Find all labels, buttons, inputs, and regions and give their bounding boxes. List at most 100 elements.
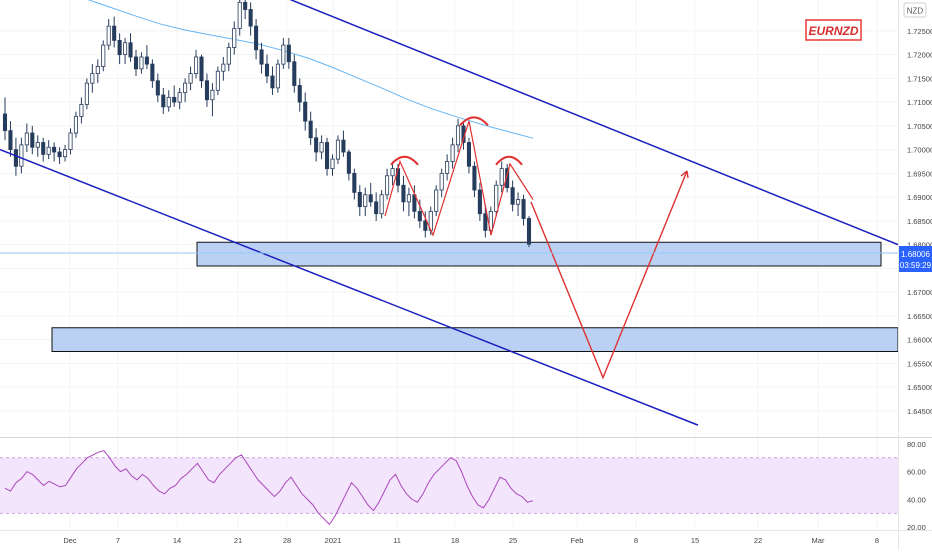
- candle-body: [472, 165, 477, 191]
- candle-body: [8, 130, 13, 151]
- price-tick-label: 1.68000: [907, 241, 932, 250]
- candle-body: [150, 63, 155, 82]
- last-price-value: 1.68006: [901, 250, 930, 259]
- candle-body: [445, 161, 450, 174]
- price-tick-label: 1.70500: [907, 122, 932, 131]
- candle-body: [79, 104, 84, 117]
- pattern-cap: [390, 155, 419, 166]
- candle-body: [368, 194, 373, 203]
- rsi-tick-label: 60.00: [907, 468, 926, 477]
- candle-body: [243, 1, 248, 10]
- candle-body: [63, 149, 68, 158]
- time-tick-label: 7: [116, 536, 120, 545]
- candle-body: [483, 213, 488, 231]
- candle-body: [30, 132, 35, 148]
- price-tick-label: 1.66500: [907, 312, 932, 321]
- time-tick-label: 15: [691, 536, 699, 545]
- candle-body: [526, 218, 532, 245]
- rsi-line: [4, 450, 534, 526]
- time-tick-label: 22: [754, 536, 762, 545]
- time-tick-label: 28: [283, 536, 291, 545]
- candle-body: [357, 191, 362, 208]
- candle-body: [374, 201, 379, 215]
- rsi-tick-label: 20.00: [907, 523, 926, 532]
- candle-body: [434, 189, 439, 212]
- pattern-zigzag: [384, 120, 534, 237]
- price-tick-label: 1.70000: [907, 146, 932, 155]
- candle-body: [379, 194, 384, 215]
- rsi-tick-label: 80.00: [907, 440, 926, 449]
- candle-body: [237, 1, 242, 29]
- projection-line: [530, 170, 688, 380]
- candle-body: [259, 49, 264, 65]
- candle-body: [281, 44, 286, 65]
- price-tick-label: 1.65000: [907, 383, 932, 392]
- candle-body: [177, 92, 182, 103]
- candle-body: [221, 63, 226, 72]
- candle-body: [139, 56, 144, 70]
- last-price-tag: 1.68006 03:59:29: [899, 246, 932, 272]
- price-tick-label: 1.69500: [907, 169, 932, 178]
- symbol-badge: EURNZD: [805, 19, 862, 41]
- candle-body: [2, 113, 8, 132]
- channel-lower-line: [0, 148, 699, 426]
- time-tick-label: 21: [234, 536, 242, 545]
- time-tick-label: 8: [875, 536, 879, 545]
- pattern-cap: [495, 155, 523, 166]
- price-tick-label: 1.72000: [907, 51, 932, 60]
- candle-body: [516, 199, 521, 205]
- support-zones: [51, 241, 899, 352]
- price-tick-label: 1.66000: [907, 336, 932, 345]
- candle-body: [401, 184, 406, 203]
- moving-average: [87, 0, 534, 139]
- moving-average-line: [87, 0, 534, 139]
- candle-body: [456, 125, 461, 146]
- candle-body: [226, 47, 231, 65]
- candle-body: [319, 142, 324, 153]
- rsi-tick-label: 40.00: [907, 495, 926, 504]
- candle-body: [166, 96, 171, 108]
- candle-body: [325, 142, 330, 170]
- rsi-pane: [0, 450, 898, 526]
- candle-body: [95, 66, 100, 75]
- candle-body: [286, 44, 291, 63]
- candle-body: [264, 63, 270, 77]
- price-tick-label: 1.69000: [907, 193, 932, 202]
- candle-body: [308, 120, 313, 139]
- time-tick-label: Dec: [63, 536, 77, 545]
- candle-body: [133, 56, 139, 70]
- candle-body: [57, 151, 62, 158]
- projection-arrowhead: [680, 170, 689, 179]
- candle-body: [341, 139, 346, 153]
- time-tick-label: Feb: [571, 536, 584, 545]
- candle-body: [385, 175, 390, 196]
- candle-body: [68, 132, 73, 151]
- candle-body: [439, 172, 444, 191]
- candle-body: [292, 61, 297, 86]
- price-tick-label: 1.72500: [907, 27, 932, 36]
- candle-body: [346, 151, 351, 174]
- candle-body: [24, 132, 29, 146]
- head-and-shoulders-pattern: [384, 116, 534, 237]
- price-tick-label: 1.67000: [907, 288, 932, 297]
- candle-body: [254, 25, 259, 51]
- candle-body: [390, 168, 395, 177]
- candle-body: [183, 82, 188, 94]
- time-tick-label: 11: [393, 536, 401, 545]
- candle-body: [46, 146, 51, 155]
- time-tick-label: 8: [634, 536, 638, 545]
- candle-body: [417, 210, 422, 222]
- candle-body: [35, 142, 40, 148]
- candle-body: [270, 75, 275, 89]
- price-tick-label: 1.65500: [907, 359, 932, 368]
- price-tick-label: 1.68500: [907, 217, 932, 226]
- rsi-band: [0, 457, 898, 514]
- time-tick-label: 25: [509, 536, 517, 545]
- candle-body: [303, 101, 308, 122]
- candle-body: [406, 194, 411, 203]
- time-tick-label: 14: [173, 536, 181, 545]
- candle-body: [335, 139, 340, 160]
- candle-body: [123, 42, 128, 56]
